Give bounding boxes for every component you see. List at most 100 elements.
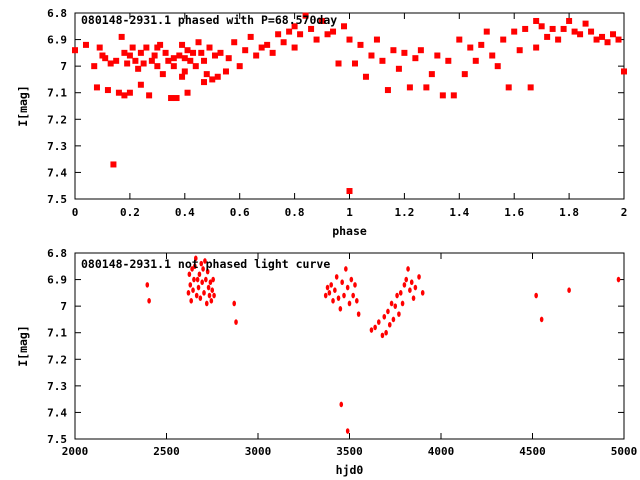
data-point (181, 68, 188, 75)
data-point (616, 276, 621, 283)
y-tick-label: 7.5 (47, 193, 67, 206)
data-point (439, 92, 446, 99)
data-point (571, 28, 578, 35)
data-point (340, 279, 344, 286)
plot-frame (74, 252, 625, 440)
data-point (450, 92, 457, 99)
data-point (391, 316, 396, 323)
data-point (93, 84, 100, 91)
data-point (401, 49, 408, 56)
data-point (102, 55, 109, 62)
data-point (126, 89, 133, 96)
data-point (200, 279, 204, 286)
data-point (186, 290, 191, 296)
x-tick-label: 0.8 (285, 206, 305, 219)
data-point (188, 282, 193, 288)
data-point (208, 279, 213, 286)
data-point (207, 292, 212, 299)
data-point (347, 300, 352, 307)
data-point (211, 52, 218, 59)
data-point (345, 428, 350, 434)
data-point (291, 23, 298, 30)
data-point (291, 44, 298, 51)
data-point (264, 41, 271, 48)
chart-title: 080148-2931.1 phased with P=68.570day (81, 13, 337, 27)
data-point (308, 25, 315, 32)
data-point (82, 41, 89, 48)
data-point (197, 271, 202, 278)
data-point (406, 266, 410, 272)
x-tick-label: 1.6 (504, 206, 524, 219)
data-point (621, 68, 627, 75)
data-point (173, 95, 180, 102)
data-point (214, 73, 221, 80)
data-point (423, 84, 430, 91)
data-point (143, 44, 150, 51)
data-point (333, 287, 337, 294)
data-point (582, 20, 589, 27)
x-tick-label: 0.6 (230, 206, 250, 219)
y-tick-label: 7.4 (47, 406, 67, 419)
x-tick-label: 0.4 (175, 206, 195, 219)
data-point (146, 92, 153, 99)
y-tick-label: 6.8 (47, 7, 67, 20)
data-point (211, 276, 215, 283)
data-point (461, 71, 468, 78)
y-tick-label: 7.5 (47, 433, 67, 446)
data-point (121, 49, 128, 56)
data-point (409, 279, 414, 286)
data-point (190, 266, 194, 272)
data-point (362, 73, 369, 80)
data-point (187, 271, 192, 278)
data-point (107, 60, 114, 67)
data-point (379, 57, 386, 64)
data-point (148, 57, 155, 64)
data-point (96, 44, 103, 51)
data-point (593, 36, 600, 43)
data-point (549, 25, 556, 32)
data-point (196, 284, 201, 291)
data-point (373, 324, 377, 331)
data-point (319, 17, 326, 24)
y-tick-label: 7 (60, 60, 67, 73)
data-point (389, 300, 394, 307)
data-point (192, 276, 196, 283)
data-point (147, 298, 151, 304)
data-point (192, 63, 199, 70)
data-point (402, 282, 407, 288)
data-point (494, 63, 501, 70)
data-point (162, 49, 169, 56)
data-point (467, 44, 474, 51)
x-tick-label: 1.8 (559, 206, 579, 219)
data-point (599, 33, 606, 40)
data-point (137, 49, 144, 56)
data-point (411, 295, 416, 301)
data-point (417, 47, 424, 54)
data-point (588, 28, 595, 35)
data-point (201, 57, 208, 64)
data-point (534, 292, 538, 299)
data-point (327, 290, 332, 296)
data-point (206, 284, 211, 291)
data-point (209, 76, 216, 83)
y-axis-label: I[mag] (16, 325, 30, 367)
data-point (382, 313, 387, 320)
data-point (384, 87, 391, 94)
data-point (193, 255, 198, 262)
data-point (204, 300, 209, 307)
data-point (212, 292, 216, 299)
data-point (338, 306, 343, 312)
data-point (198, 295, 203, 301)
data-point (137, 81, 144, 88)
data-point (500, 36, 507, 43)
data-point (373, 36, 380, 43)
data-point (236, 63, 243, 70)
data-points (145, 255, 621, 434)
data-point (187, 57, 194, 64)
x-tick-label: 4500 (519, 445, 546, 458)
data-point (201, 266, 205, 272)
data-point (199, 260, 204, 267)
data-point (417, 274, 421, 280)
data-point (408, 287, 412, 294)
